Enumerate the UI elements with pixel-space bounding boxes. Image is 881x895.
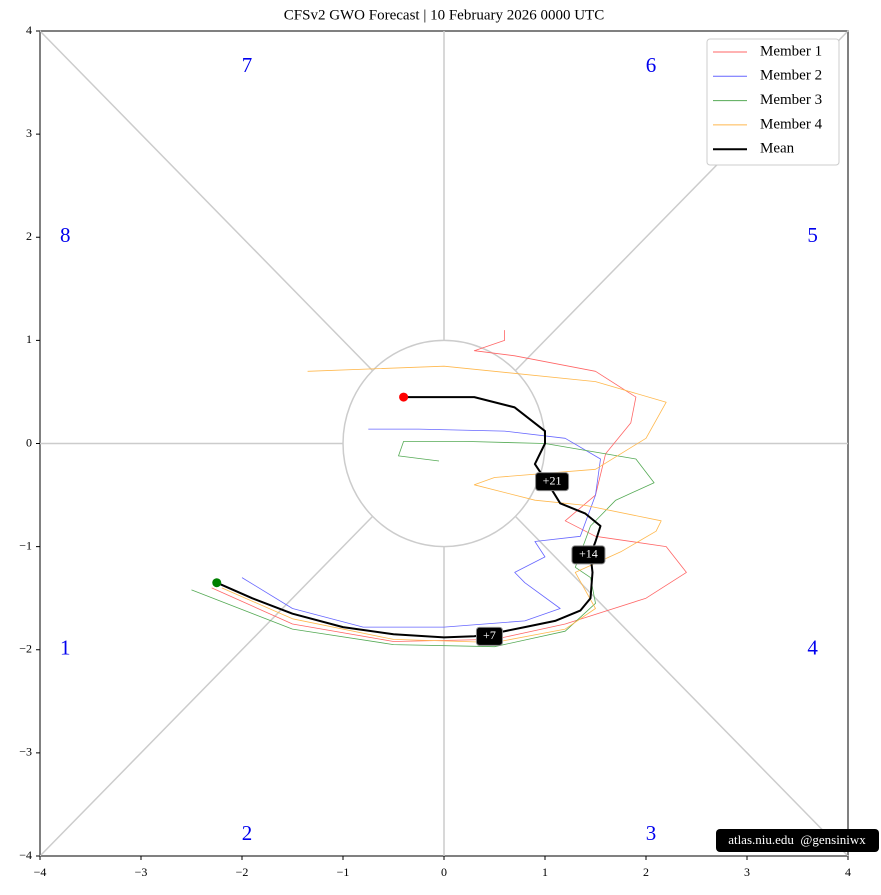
y-tick-label: 1 bbox=[26, 332, 32, 346]
legend: Member 1 Member 2 Member 3 Member 4 Mean bbox=[706, 38, 840, 166]
x-tick-label: 0 bbox=[441, 865, 447, 879]
annotation-label: +21 bbox=[543, 473, 562, 487]
legend-label: Member 2 bbox=[760, 68, 822, 84]
phase-label: 6 bbox=[646, 53, 657, 77]
phase-label: 5 bbox=[807, 223, 818, 247]
mean-line bbox=[216, 396, 602, 639]
watermark: atlas.niu.edu @gensiniwx bbox=[728, 832, 866, 847]
x-tick-label: −1 bbox=[337, 865, 350, 879]
legend-box bbox=[706, 38, 840, 166]
y-tick-label: −4 bbox=[19, 848, 32, 862]
y-tick-label: −1 bbox=[19, 538, 32, 552]
chart-title: CFSv2 GWO Forecast | 10 February 2026 00… bbox=[284, 7, 604, 23]
annotation-label: +7 bbox=[483, 628, 496, 642]
phase-label: 2 bbox=[242, 821, 253, 845]
phase-label: 1 bbox=[60, 636, 71, 660]
legend-label: Member 4 bbox=[760, 116, 823, 132]
diagonal-line bbox=[39, 515, 374, 857]
x-tick-label: 1 bbox=[542, 865, 548, 879]
member-line bbox=[191, 441, 655, 648]
member-line bbox=[221, 365, 667, 643]
member-line bbox=[211, 330, 687, 642]
y-tick-label: 2 bbox=[26, 229, 32, 243]
phase-label: 7 bbox=[242, 53, 253, 77]
y-tick-label: −3 bbox=[19, 745, 32, 759]
unit-circle bbox=[342, 339, 546, 548]
start-marker bbox=[212, 578, 222, 588]
annotation-label: +14 bbox=[579, 547, 598, 561]
y-tick-label: −2 bbox=[19, 642, 32, 656]
phase-label: 3 bbox=[646, 821, 657, 845]
watermark-box bbox=[716, 829, 879, 852]
annotation-box bbox=[571, 545, 606, 565]
phase-label: 4 bbox=[807, 636, 818, 660]
legend-label: Member 3 bbox=[760, 92, 822, 108]
y-tick-label: 3 bbox=[26, 126, 32, 140]
legend-label: Mean bbox=[760, 141, 795, 157]
y-tick-label: 4 bbox=[26, 23, 32, 37]
end-marker bbox=[399, 392, 409, 402]
x-tick-label: −2 bbox=[236, 865, 249, 879]
y-tick-label: 0 bbox=[26, 435, 32, 449]
x-tick-label: −3 bbox=[135, 865, 148, 879]
legend-label: Member 1 bbox=[760, 43, 822, 59]
diagonal-line bbox=[39, 30, 374, 372]
x-tick-label: 3 bbox=[744, 865, 750, 879]
annotation-box bbox=[475, 626, 503, 646]
x-tick-label: 4 bbox=[845, 865, 851, 879]
diagonal-line bbox=[514, 515, 849, 857]
phase-label: 8 bbox=[60, 223, 71, 247]
x-tick-label: 2 bbox=[643, 865, 649, 879]
x-tick-label: −4 bbox=[34, 865, 47, 879]
annotation-box bbox=[535, 472, 570, 492]
